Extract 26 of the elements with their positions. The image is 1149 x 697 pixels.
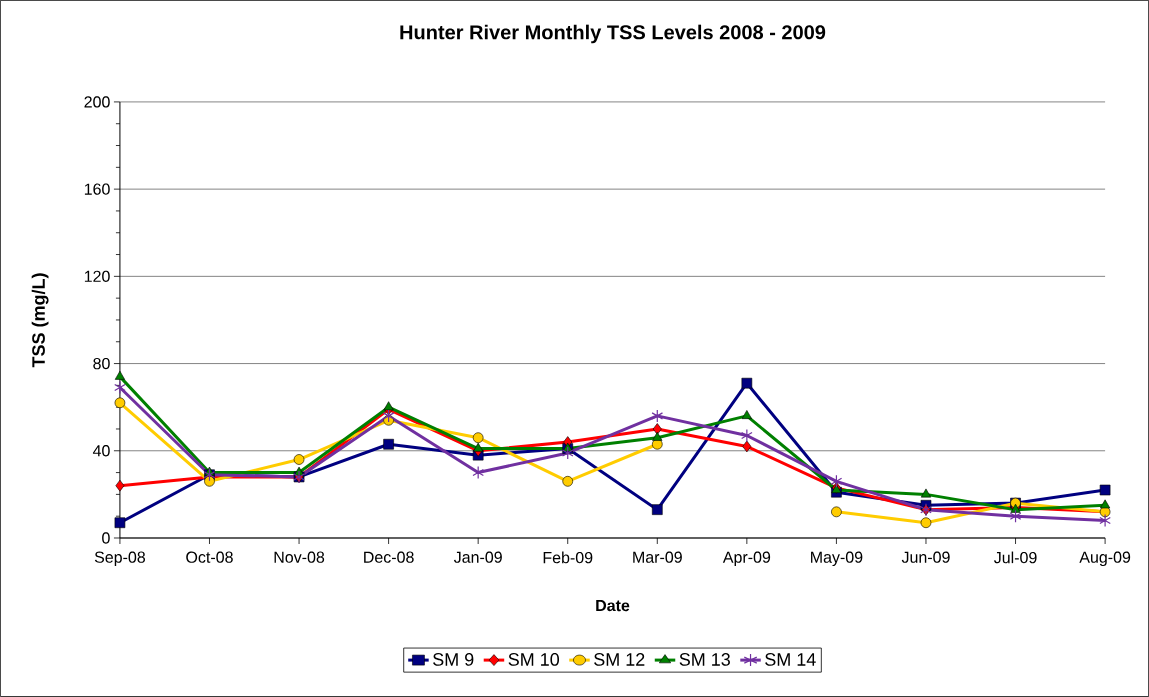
x-tick-label: Mar-09 — [633, 551, 682, 563]
legend-label: SM 10 — [508, 653, 560, 666]
y-tick-label: 160 — [84, 183, 110, 195]
x-tick-label: Nov-08 — [274, 551, 325, 563]
x-axis-title: Date — [596, 600, 630, 612]
legend-label: SM 13 — [679, 653, 730, 666]
x-tick-label: Aug-09 — [1079, 551, 1131, 567]
x-tick-label: May-09 — [811, 551, 863, 567]
y-tick-label: 120 — [84, 270, 110, 283]
y-axis-title: TSS (mg/L) — [31, 273, 49, 368]
y-tick-label: 200 — [84, 96, 110, 108]
y-tick-label: 40 — [92, 445, 110, 457]
y-tick-label: 80 — [93, 357, 110, 370]
x-tick-label: Dec-08 — [364, 551, 414, 563]
x-tick-label: Oct-08 — [186, 551, 233, 563]
x-tick-label: Apr-09 — [722, 551, 771, 567]
x-tick-label: Jun-09 — [901, 551, 950, 563]
legend-label: SM 12 — [594, 653, 645, 666]
y-tick-label: 0 — [102, 532, 110, 544]
chart-title: Hunter River Monthly TSS Levels 2008 - 2009 — [400, 24, 826, 44]
x-tick-label: Jan-09 — [453, 551, 502, 563]
legend-label: SM 9 — [433, 653, 474, 666]
x-tick-label: Feb-09 — [543, 551, 593, 564]
x-tick-label: Sep-08 — [94, 551, 146, 567]
legend-label: SM 14 — [765, 653, 816, 666]
x-tick-label: Jul-09 — [994, 551, 1037, 564]
